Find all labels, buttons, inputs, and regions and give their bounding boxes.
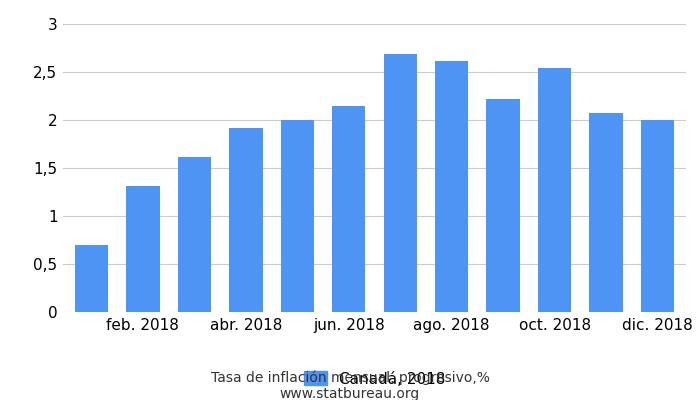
Bar (384, 54, 417, 312)
Bar (486, 99, 520, 312)
Text: www.statbureau.org: www.statbureau.org (280, 387, 420, 400)
Bar (229, 128, 262, 312)
Bar (75, 245, 108, 312)
Bar (178, 158, 211, 312)
Bar (538, 68, 571, 312)
Bar (435, 62, 468, 312)
Bar (589, 113, 623, 312)
Text: Tasa de inflación mensual, progresivo,%: Tasa de inflación mensual, progresivo,% (211, 371, 489, 385)
Bar (641, 120, 674, 312)
Legend: Canadá, 2018: Canadá, 2018 (304, 372, 445, 386)
Bar (281, 120, 314, 312)
Bar (126, 186, 160, 312)
Bar (332, 106, 365, 312)
